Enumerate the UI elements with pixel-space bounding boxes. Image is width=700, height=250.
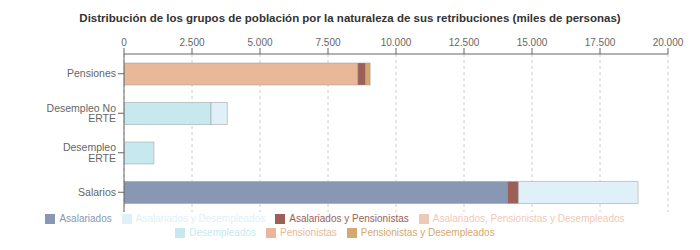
svg-text:Salarios: Salarios	[78, 186, 116, 198]
svg-text:0: 0	[121, 37, 127, 48]
html-text:Asalariados, Pensionistas y De: Asalariados, Pensionistas y Desempleados	[432, 213, 625, 224]
svg-text:7.500: 7.500	[315, 37, 340, 48]
svg-text:Desempleo NoERTE: Desempleo NoERTE	[47, 102, 117, 125]
svg-text:15.000: 15.000	[517, 37, 548, 48]
html-text:Asalariados y Pensionistas: Asalariados y Pensionistas	[289, 213, 409, 224]
svg-text:2.500: 2.500	[179, 37, 204, 48]
svg-text:5.000: 5.000	[247, 37, 272, 48]
svg-text:DesempleoERTE: DesempleoERTE	[63, 141, 116, 163]
html-text:Pensionistas: Pensionistas	[280, 227, 337, 238]
svg-text:12.500: 12.500	[449, 37, 480, 48]
html-text:Distribución de los grupos de: Distribución de los grupos de población …	[79, 12, 621, 24]
svg-text:10.000: 10.000	[381, 37, 412, 48]
svg-text:17.500: 17.500	[585, 37, 616, 48]
html-text:Asalariados: Asalariados	[59, 213, 112, 224]
svg-text:20.000: 20.000	[653, 37, 684, 48]
html-text:Desempleados: Desempleados	[189, 227, 256, 238]
html-text:Asalariados y Desempleados: Asalariados y Desempleados	[135, 213, 266, 224]
html-text:Pensionistas y Desempleados: Pensionistas y Desempleados	[360, 227, 495, 238]
svg-text:Pensiones: Pensiones	[67, 67, 116, 79]
